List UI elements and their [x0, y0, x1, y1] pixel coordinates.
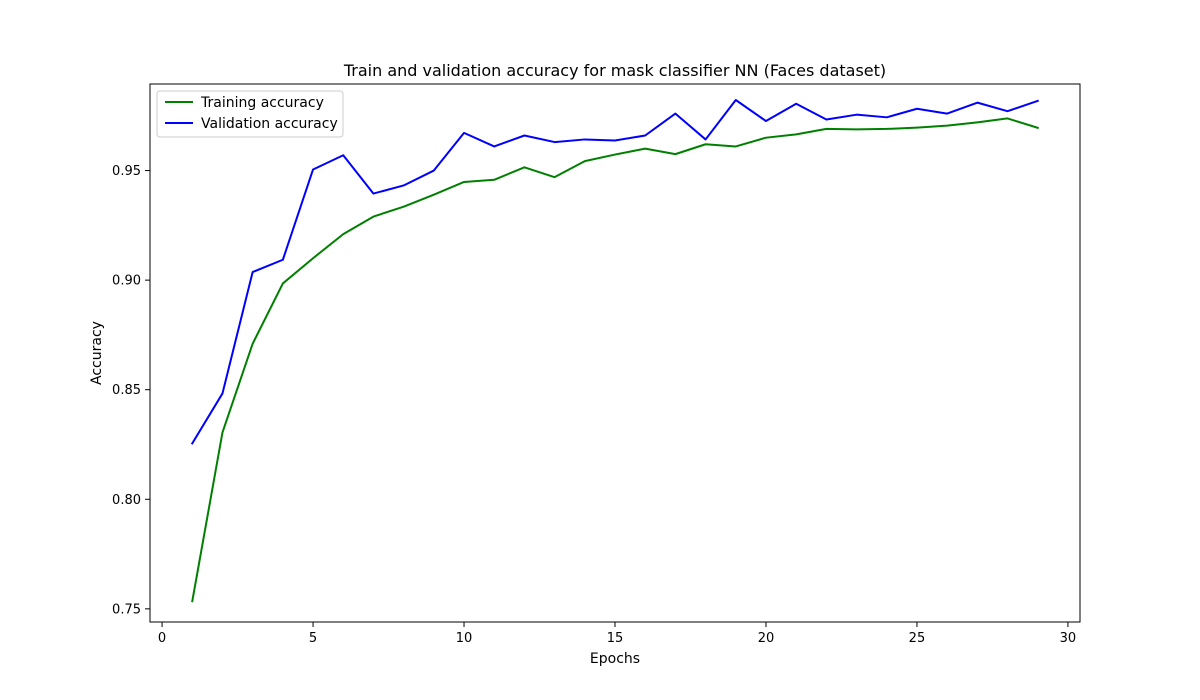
y-tick-label: 0.80 [112, 493, 141, 508]
y-tick-label: 0.95 [112, 164, 141, 179]
legend-box [156, 90, 344, 138]
x-tick-label: 0 [158, 631, 166, 646]
y-tick-label: 0.90 [112, 274, 141, 289]
y-axis-title: Accuracy [89, 321, 105, 385]
legend-label: Validation accuracy [201, 116, 338, 132]
x-tick-label: 25 [909, 631, 926, 646]
legend-label: Training accuracy [200, 95, 324, 111]
x-axis-title: Epochs [590, 651, 640, 667]
x-tick-label: 15 [607, 631, 624, 646]
x-tick-label: 20 [758, 631, 775, 646]
x-tick-label: 10 [456, 631, 473, 646]
x-tick-label: 30 [1060, 631, 1077, 646]
series-line-validation [190, 99, 1039, 445]
chart-title: Train and validation accuracy for mask c… [343, 61, 886, 80]
x-tick-label: 5 [309, 631, 317, 646]
plot-area: 0 5 10 15 20 25 30 0.75 0.80 0.85 0.90 0.95 Training… [112, 83, 1081, 646]
series-line-training [191, 117, 1039, 603]
y-tick-label: 0.75 [112, 602, 141, 617]
y-tick-label: 0.85 [112, 383, 141, 398]
